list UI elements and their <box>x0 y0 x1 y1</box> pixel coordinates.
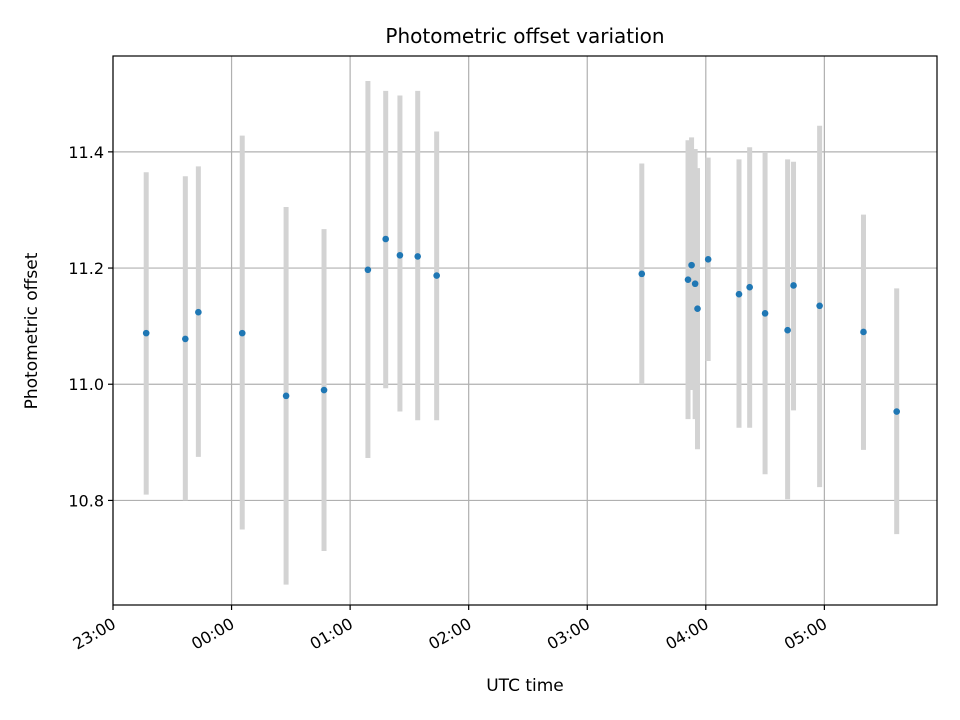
data-point <box>704 256 712 263</box>
data-points <box>142 235 900 415</box>
data-point <box>746 283 753 291</box>
data-point <box>684 276 692 283</box>
data-point <box>688 261 695 269</box>
y-tick-label: 10.8 <box>68 491 104 510</box>
data-point <box>382 235 389 243</box>
data-point <box>860 328 867 336</box>
data-point <box>893 408 900 415</box>
data-point <box>414 253 422 260</box>
data-point <box>694 305 701 313</box>
y-tick-label: 11.2 <box>68 259 104 278</box>
data-point <box>433 272 440 279</box>
grid-lines <box>112 56 937 605</box>
y-tick-label: 11.4 <box>68 143 104 162</box>
x-axis-label: UTC time <box>486 676 564 696</box>
data-point <box>790 282 797 289</box>
y-axis-ticks: 10.8 11.0 11.2 11.4 <box>68 143 113 510</box>
data-point <box>735 290 743 298</box>
data-point <box>364 266 372 274</box>
data-point <box>282 392 290 400</box>
data-point <box>320 386 328 394</box>
data-point <box>638 270 646 278</box>
data-point <box>691 280 699 288</box>
chart-title: Photometric offset variation <box>385 24 664 48</box>
data-point <box>396 251 404 259</box>
data-point <box>816 302 823 310</box>
data-point <box>761 310 769 317</box>
data-point <box>142 329 150 337</box>
y-axis-label: Photometric offset <box>22 252 42 409</box>
data-point <box>195 308 202 316</box>
y-tick-label: 11.0 <box>68 375 104 394</box>
data-point <box>784 326 791 334</box>
data-point <box>182 335 189 343</box>
data-point <box>238 329 246 337</box>
plot-frame <box>112 55 938 606</box>
